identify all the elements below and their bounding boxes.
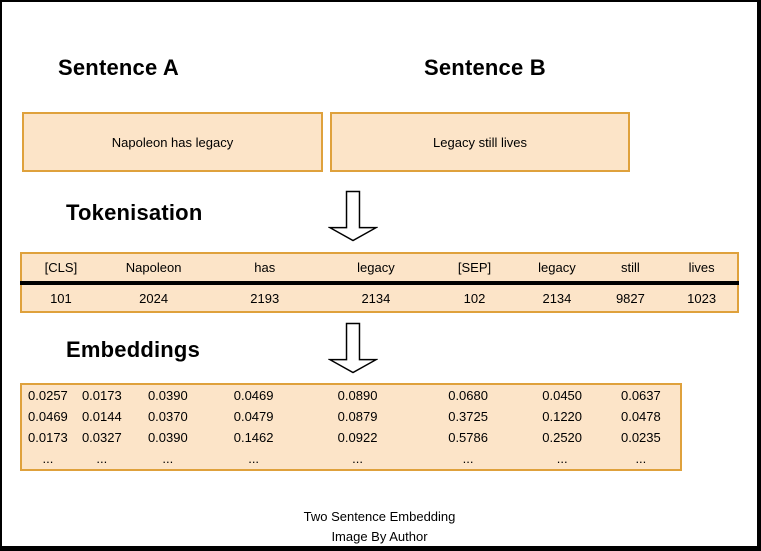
sentence-a-text: Napoleon has legacy	[111, 134, 234, 150]
token-row: [CLS] Napoleon has legacy [SEP] legacy s…	[21, 253, 738, 285]
embedding-cell: ...	[556, 451, 568, 466]
embedding-cell: 0.5786	[448, 430, 488, 445]
embedding-cell: 0.0879	[337, 409, 378, 424]
token-id-cell: 101	[50, 290, 72, 306]
embedding-cell: 0.0173	[28, 430, 68, 445]
embeddings-title: Embeddings	[66, 337, 201, 362]
embedding-cell: ...	[635, 451, 647, 466]
tokenisation-title: Tokenisation	[66, 200, 203, 225]
embedding-cell: 0.0890	[337, 388, 378, 403]
embedding-cell: 0.0637	[620, 388, 661, 403]
down-arrow-icon	[328, 190, 378, 242]
embedding-cell: 0.0469	[28, 409, 68, 424]
embedding-cell: 0.0327	[81, 430, 122, 445]
embedding-row-ellipsis: ... ... ... ... ... ... ... ...	[21, 448, 681, 470]
token-cell: has	[207, 253, 323, 285]
embedding-cell: 0.0370	[147, 409, 188, 424]
embedding-cell: ...	[42, 451, 54, 466]
token-cell: legacy	[322, 253, 430, 285]
embedding-table: 0.0257 0.0173 0.0390 0.0469 0.0890 0.068…	[20, 383, 682, 471]
token-id-cell: 9827	[615, 290, 645, 306]
embedding-cell: 0.1220	[542, 409, 583, 424]
embedding-cell: ...	[162, 451, 174, 466]
embedding-cell: 0.0680	[448, 388, 488, 403]
embedding-cell: 0.0479	[233, 409, 274, 424]
token-table: [CLS] Napoleon has legacy [SEP] legacy s…	[20, 252, 739, 313]
token-id-cell: 2024	[139, 290, 169, 306]
token-id-cell: 2134	[542, 290, 572, 306]
embedding-cell: 0.3725	[448, 409, 488, 424]
token-id-cell: 1023	[687, 290, 717, 306]
token-cell: lives	[666, 253, 738, 285]
embedding-cell: 0.0450	[542, 388, 583, 403]
embedding-row: 0.0173 0.0327 0.0390 0.1462 0.0922 0.578…	[21, 427, 681, 448]
embedding-cell: 0.0469	[233, 388, 274, 403]
sentence-b-text: Legacy still lives	[433, 134, 527, 150]
token-id-cell: 2193	[250, 290, 280, 306]
embedding-cell: 0.0235	[620, 430, 661, 445]
down-arrow-icon	[328, 322, 378, 374]
token-cell: still	[594, 253, 667, 285]
embedding-cell: ...	[352, 451, 363, 466]
sentence-a-box: Napoleon has legacy	[22, 112, 323, 172]
token-id-cell: 2134	[361, 290, 391, 306]
token-cell: [SEP]	[429, 253, 520, 285]
embedding-cell: 0.2520	[542, 430, 583, 445]
embedding-cell: ...	[248, 451, 260, 466]
caption-title: Two Sentence Embedding	[303, 509, 456, 524]
embedding-cell: 0.0478	[620, 409, 661, 424]
embedding-cell: 0.0257	[28, 388, 68, 403]
token-cell: Napoleon	[99, 253, 208, 285]
token-id-row: 101 2024 2193 2134 102 2134 9827 1023	[21, 283, 738, 312]
embedding-cell: 0.0390	[147, 388, 188, 403]
caption-credit: Image By Author	[331, 529, 428, 544]
sentence-b-box: Legacy still lives	[330, 112, 630, 172]
embedding-cell: 0.0390	[147, 430, 188, 445]
embedding-row: 0.0257 0.0173 0.0390 0.0469 0.0890 0.068…	[21, 384, 681, 406]
token-id-cell: 102	[463, 290, 486, 306]
embedding-cell: 0.0922	[337, 430, 378, 445]
token-cell: legacy	[519, 253, 595, 285]
token-cell: [CLS]	[21, 253, 100, 285]
embedding-cell: ...	[96, 451, 108, 466]
sentence-b-title: Sentence B	[424, 55, 546, 80]
embedding-cell: 0.0173	[81, 388, 122, 403]
sentence-a-title: Sentence A	[58, 55, 180, 80]
embedding-cell: ...	[462, 451, 474, 466]
embedding-cell: 0.0144	[81, 409, 122, 424]
embedding-row: 0.0469 0.0144 0.0370 0.0479 0.0879 0.372…	[21, 406, 681, 427]
embedding-cell: 0.1462	[233, 430, 274, 445]
